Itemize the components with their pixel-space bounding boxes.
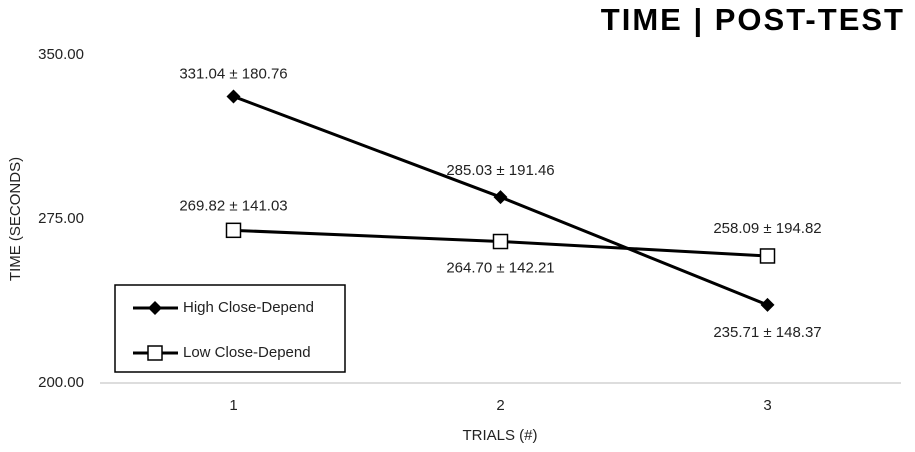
legend-marker (148, 301, 162, 315)
legend-label: Low Close-Depend (183, 344, 311, 361)
x-tick-label: 2 (496, 397, 504, 414)
y-tick-label: 275.00 (38, 210, 84, 227)
data-label: 264.70 ± 142.21 (446, 259, 554, 276)
marker (493, 190, 508, 205)
x-axis-label: TRIALS (#) (462, 427, 537, 444)
data-label: 235.71 ± 148.37 (713, 324, 821, 341)
marker (226, 89, 241, 104)
legend-label: High Close-Depend (183, 299, 314, 316)
y-axis-label: TIME (SECONDS) (7, 157, 24, 281)
x-tick-label: 3 (763, 397, 771, 414)
marker (760, 297, 775, 312)
marker (492, 233, 509, 250)
data-label: 269.82 ± 141.03 (179, 197, 287, 214)
data-label: 285.03 ± 191.46 (446, 162, 554, 179)
legend-marker (147, 345, 163, 361)
data-label: 331.04 ± 180.76 (179, 65, 287, 82)
marker (225, 222, 242, 239)
x-tick-label: 1 (229, 397, 237, 414)
marker (759, 248, 776, 264)
y-tick-label: 350.00 (38, 46, 84, 63)
data-label: 258.09 ± 194.82 (713, 220, 821, 237)
y-tick-label: 200.00 (38, 374, 84, 391)
chart-title: TIME | POST-TEST (601, 2, 905, 37)
